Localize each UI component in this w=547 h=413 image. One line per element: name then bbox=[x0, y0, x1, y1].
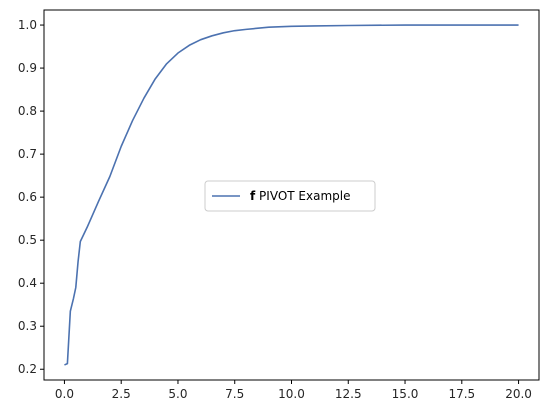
y-axis-ticks: 0.2 0.3 0.4 0.5 0.6 0.7 0.8 0.9 1.0 bbox=[18, 18, 44, 376]
y-tick-label: 1.0 bbox=[18, 18, 37, 32]
x-tick-label: 7.5 bbox=[225, 387, 244, 401]
x-tick-label: 2.5 bbox=[112, 387, 131, 401]
x-tick-label: 17.5 bbox=[448, 387, 475, 401]
y-tick-label: 0.8 bbox=[18, 104, 37, 118]
y-tick-label: 0.4 bbox=[18, 276, 37, 290]
x-tick-label: 15.0 bbox=[392, 387, 419, 401]
y-tick-label: 0.5 bbox=[18, 233, 37, 247]
series-line bbox=[64, 24, 519, 366]
x-tick-label: 0.0 bbox=[55, 387, 74, 401]
legend-label-bold: f bbox=[250, 189, 256, 203]
legend-box bbox=[204, 180, 376, 212]
x-axis-ticks: 0.0 2.5 5.0 7.5 10.0 12.5 15.0 17.5 20.0 bbox=[55, 380, 532, 401]
legend-label: f PIVOT Example bbox=[250, 189, 350, 203]
x-tick-label: 20.0 bbox=[505, 387, 532, 401]
x-tick-label: 12.5 bbox=[335, 387, 362, 401]
y-tick-label: 0.2 bbox=[18, 362, 37, 376]
legend: f PIVOT Example bbox=[204, 180, 376, 212]
y-tick-label: 0.6 bbox=[18, 190, 37, 204]
legend-label-rest: PIVOT Example bbox=[255, 189, 350, 203]
y-tick-label: 0.3 bbox=[18, 319, 37, 333]
y-tick-label: 0.9 bbox=[18, 61, 37, 75]
x-tick-label: 10.0 bbox=[278, 387, 305, 401]
y-tick-label: 0.7 bbox=[18, 147, 37, 161]
x-tick-label: 5.0 bbox=[168, 387, 187, 401]
